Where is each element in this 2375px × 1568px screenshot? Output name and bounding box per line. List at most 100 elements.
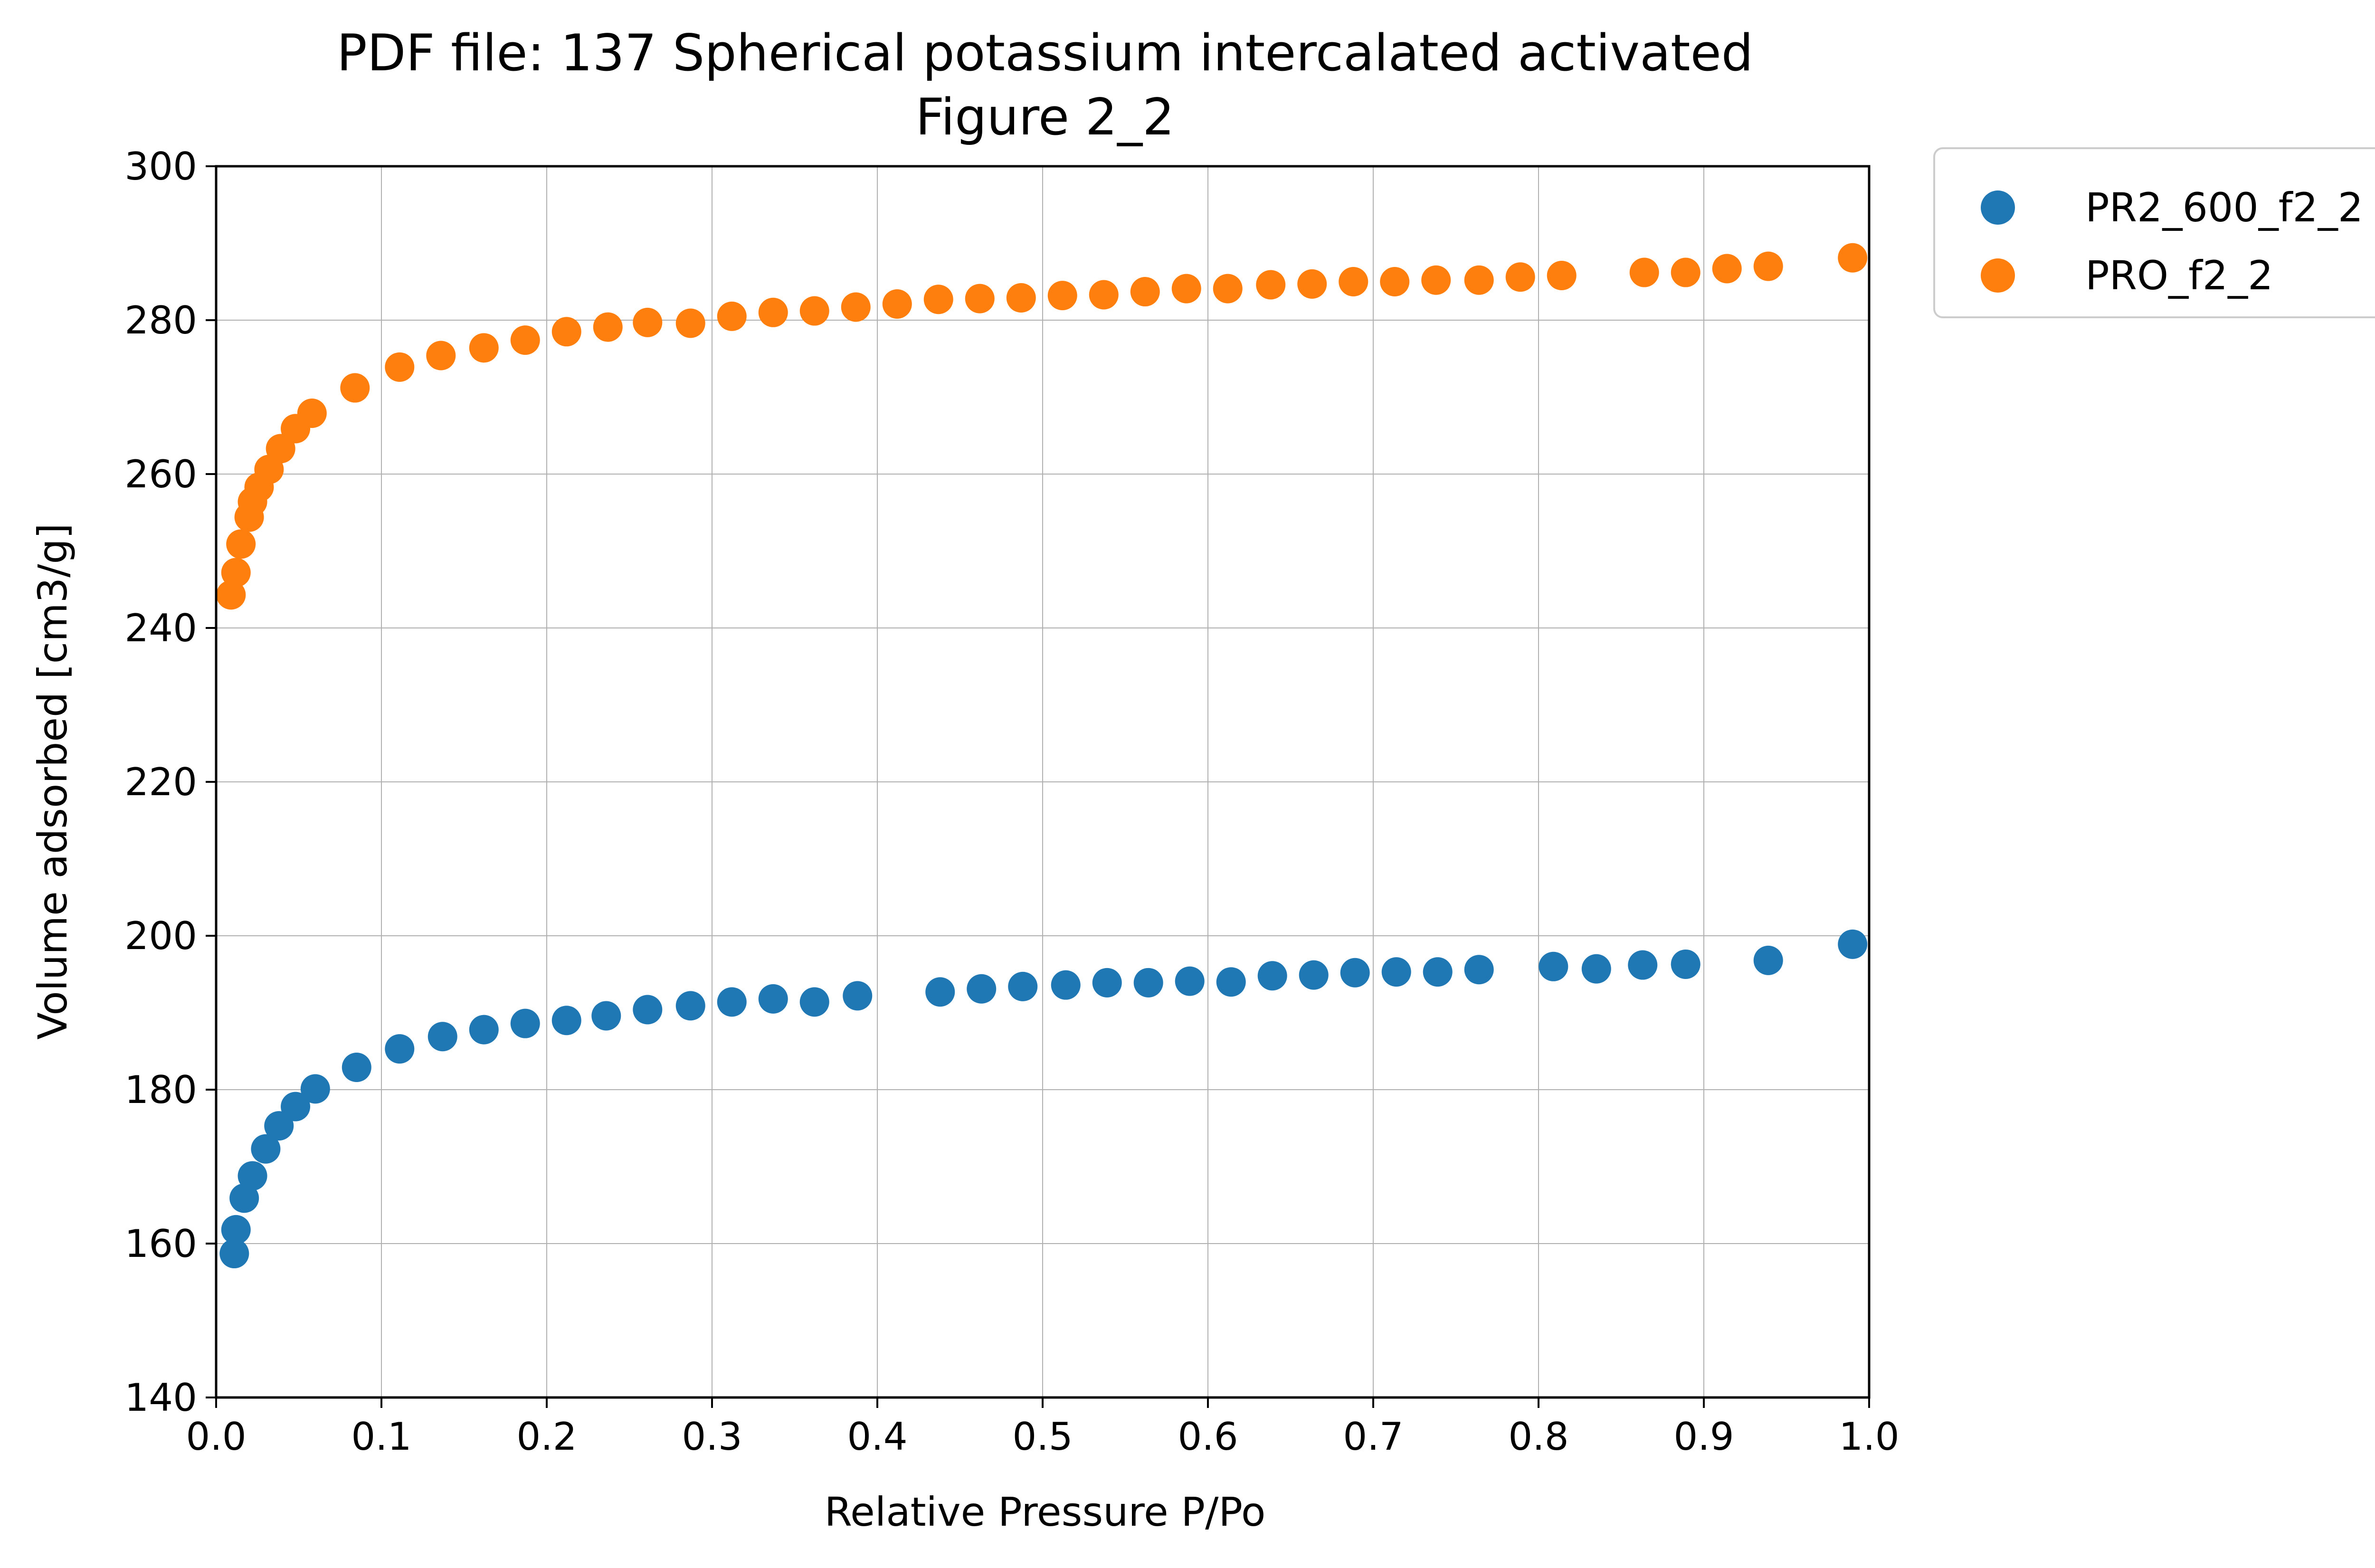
data-point <box>1464 265 1494 295</box>
data-point <box>1299 960 1329 990</box>
data-point <box>925 977 955 1007</box>
data-point <box>1171 274 1201 304</box>
y-tick-label: 220 <box>124 760 197 804</box>
data-point <box>841 292 871 322</box>
data-point <box>1671 257 1700 287</box>
data-point <box>1838 929 1868 959</box>
y-tick-label: 300 <box>124 144 197 189</box>
data-point <box>551 1006 581 1036</box>
data-point <box>469 1015 499 1045</box>
data-point <box>1505 262 1535 292</box>
data-point <box>633 307 663 337</box>
data-point <box>1380 267 1410 296</box>
data-point <box>221 558 251 588</box>
data-point <box>1712 254 1742 284</box>
legend-marker-pr2-600 <box>1981 190 2015 225</box>
data-point <box>1047 281 1077 311</box>
data-point <box>758 984 788 1014</box>
data-point <box>1175 966 1205 996</box>
data-point <box>717 301 747 331</box>
grid-lines <box>216 166 1869 1397</box>
data-point <box>281 1092 311 1121</box>
data-point <box>551 317 581 347</box>
data-point <box>428 1022 457 1052</box>
x-tick-label: 0.4 <box>847 1415 907 1459</box>
y-tick-label: 180 <box>124 1068 197 1112</box>
data-point <box>1628 950 1658 980</box>
data-point <box>1539 951 1568 981</box>
data-point <box>264 1111 294 1141</box>
data-point <box>633 995 663 1025</box>
y-tick-label: 240 <box>124 606 197 650</box>
data-point <box>799 987 829 1017</box>
x-tick-label: 0.3 <box>682 1415 742 1459</box>
data-point <box>882 289 912 319</box>
x-tick-label: 0.6 <box>1178 1415 1238 1459</box>
x-tick-label: 1.0 <box>1839 1415 1899 1459</box>
legend-label-pr2-600: PR2_600_f2_2 <box>2085 184 2363 231</box>
data-point <box>251 1134 281 1164</box>
data-point <box>1581 954 1611 984</box>
x-tick-label: 0.9 <box>1673 1415 1734 1459</box>
data-point <box>965 284 995 314</box>
data-point <box>340 373 370 403</box>
data-point <box>297 399 327 428</box>
x-tick-label: 0.7 <box>1343 1415 1403 1459</box>
data-point <box>1421 265 1451 295</box>
data-point <box>219 1239 249 1269</box>
data-point <box>229 1183 259 1213</box>
chart-subtitle: Figure 2_2 <box>915 88 1174 146</box>
series-0 <box>219 929 1868 1269</box>
chart-title: PDF file: 137 Spherical potassium interc… <box>337 24 1753 82</box>
data-point <box>1051 970 1081 1000</box>
data-point <box>1753 251 1783 281</box>
y-tick-label: 200 <box>124 914 197 958</box>
data-point <box>1008 971 1038 1001</box>
data-point <box>238 1161 267 1191</box>
data-point <box>591 1001 621 1031</box>
data-point <box>675 308 705 338</box>
data-point <box>1297 269 1327 299</box>
data-point <box>923 285 953 314</box>
data-point <box>510 325 540 355</box>
data-point <box>1216 967 1246 997</box>
data-point <box>1753 945 1783 975</box>
data-point <box>717 987 747 1017</box>
data-point <box>799 296 829 326</box>
legend-box <box>1933 147 2375 318</box>
data-point <box>1423 957 1453 987</box>
data-point <box>1340 958 1370 988</box>
y-tick-label: 260 <box>124 452 197 496</box>
x-tick-label: 0.5 <box>1012 1415 1073 1459</box>
data-series <box>216 243 1868 1269</box>
data-point <box>1547 261 1577 291</box>
data-point <box>1381 957 1411 987</box>
data-point <box>967 974 997 1004</box>
data-point <box>221 1215 251 1245</box>
series-1 <box>216 243 1868 610</box>
y-axis: 140 160 180 200 220 240 260 280 300 <box>124 144 216 1420</box>
data-point <box>1339 267 1368 296</box>
data-point <box>216 580 246 610</box>
data-point <box>1838 243 1868 273</box>
y-tick-label: 140 <box>124 1376 197 1420</box>
data-point <box>1092 968 1122 998</box>
legend: PR2_600_f2_2 PRO_f2_2 <box>1933 147 2375 318</box>
data-point <box>675 991 705 1021</box>
data-point <box>1089 280 1119 310</box>
data-point <box>1464 955 1494 985</box>
x-axis: 0.0 0.1 0.2 0.3 0.4 0.5 0.6 0.7 0.8 0.9 1.0 <box>186 1397 1900 1459</box>
legend-label-pro: PRO_f2_2 <box>2085 252 2273 299</box>
data-point <box>1006 283 1036 313</box>
x-tick-label: 0.0 <box>186 1415 246 1459</box>
data-point <box>1130 277 1160 307</box>
data-point <box>843 981 873 1011</box>
data-point <box>1671 949 1700 979</box>
data-point <box>1256 270 1286 300</box>
data-point <box>510 1008 540 1038</box>
data-point <box>593 312 623 342</box>
data-point <box>385 352 415 382</box>
data-point <box>426 341 456 371</box>
data-point <box>1629 257 1659 287</box>
data-point <box>385 1034 415 1064</box>
